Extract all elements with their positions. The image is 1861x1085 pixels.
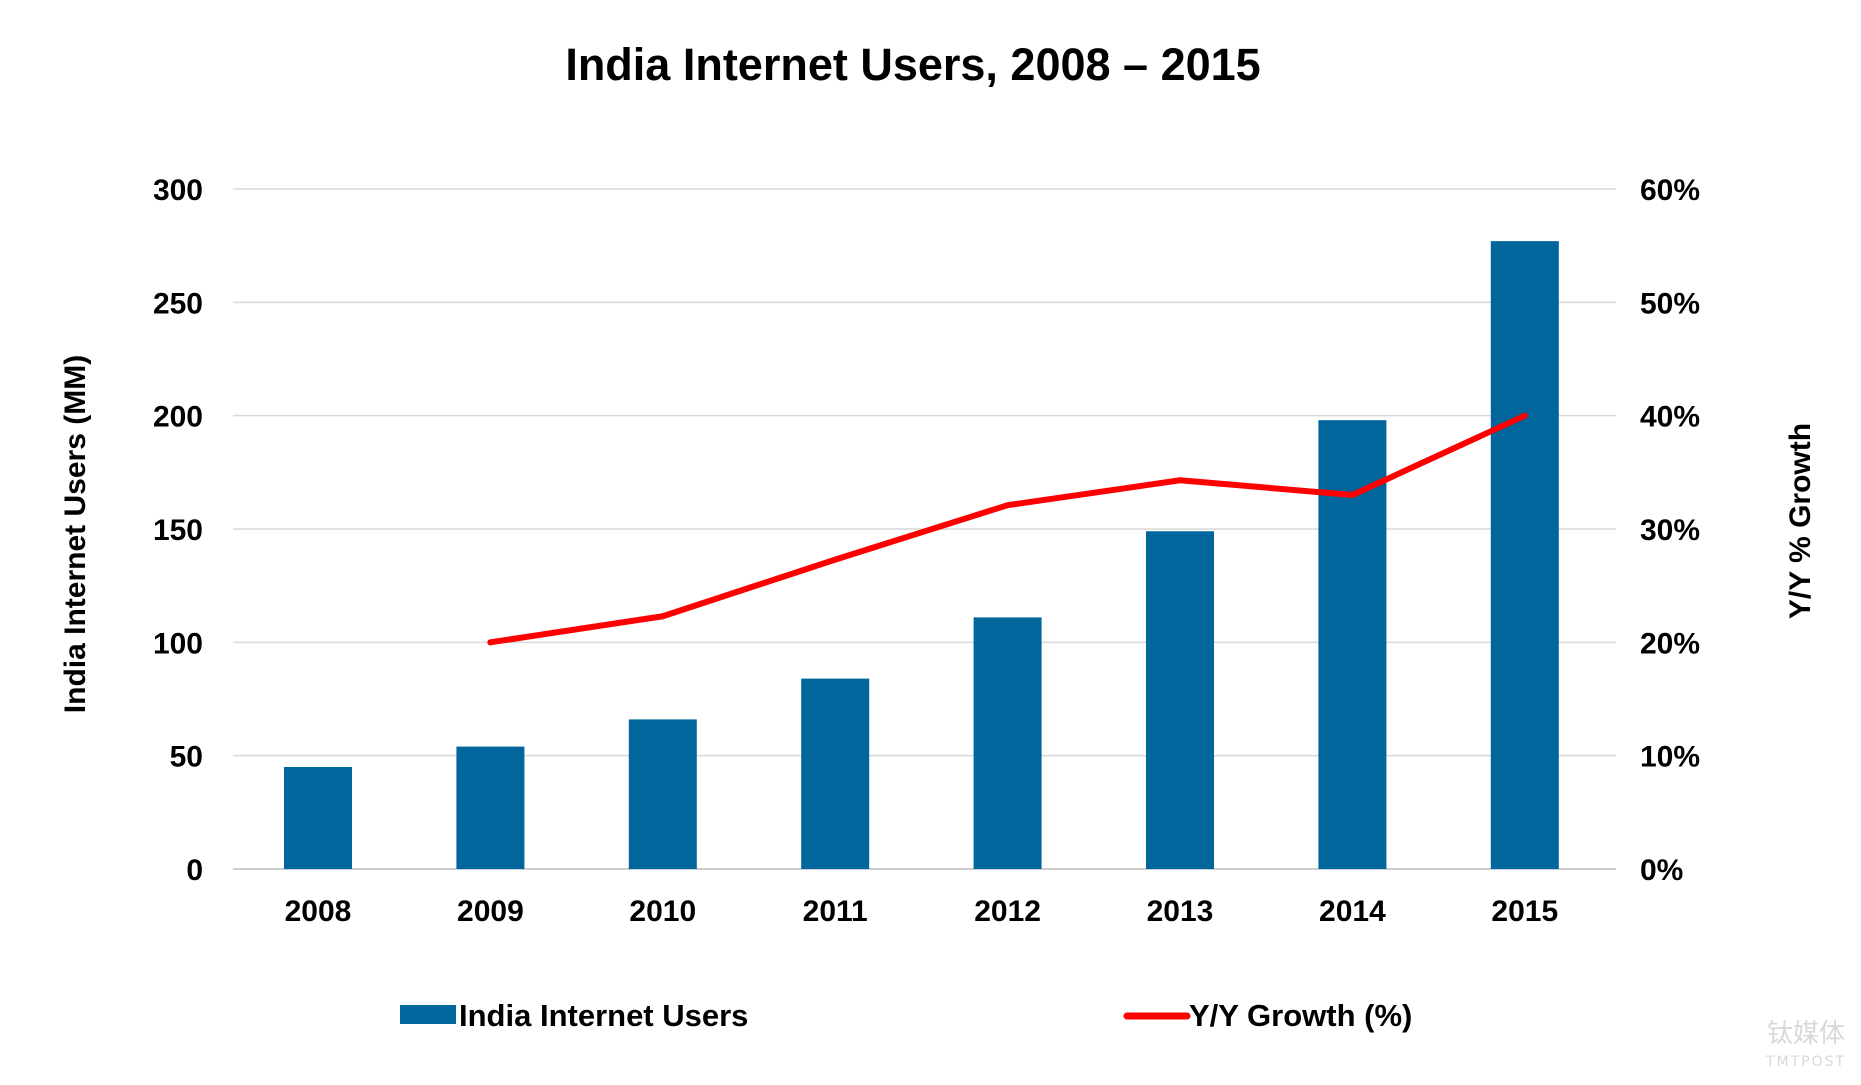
x-tick-label: 2012 [974, 895, 1041, 928]
x-tick-label: 2015 [1491, 895, 1558, 928]
legend-swatch-bar [400, 1005, 456, 1024]
line-point [1349, 492, 1356, 498]
bar [456, 746, 525, 869]
x-tick-label: 2010 [629, 895, 696, 928]
y2-tick-label: 40% [1640, 401, 1700, 434]
right-axis-ticks: 0% 10% 20% 30% 40% 50% 60% [1640, 174, 1700, 887]
line-point [487, 639, 494, 646]
x-axis-ticks: 2008 2009 2010 2011 2012 2013 2014 2015 [285, 895, 1559, 928]
y2-tick-label: 10% [1640, 741, 1700, 774]
bar [973, 617, 1042, 869]
y2-tick-label: 0% [1640, 854, 1683, 887]
line-point [832, 556, 839, 563]
y2-tick-label: 20% [1640, 627, 1700, 660]
bar [284, 767, 352, 869]
y-tick-label: 300 [153, 174, 203, 207]
y2-axis-label: Y/Y % Growth [1784, 423, 1817, 619]
bar [1318, 420, 1387, 869]
bar [1146, 531, 1214, 869]
x-tick-label: 2009 [457, 895, 524, 928]
y-tick-label: 250 [153, 287, 203, 320]
y-tick-label: 100 [153, 627, 203, 660]
left-axis-ticks: 0 50 100 150 200 250 300 [153, 174, 203, 887]
line-point [1177, 477, 1183, 484]
bar [628, 719, 697, 869]
bar [801, 678, 870, 869]
x-tick-label: 2008 [285, 895, 352, 928]
x-tick-label: 2014 [1319, 895, 1386, 928]
legend-label-line: Y/Y Growth (%) [1189, 998, 1412, 1033]
y-tick-label: 150 [153, 514, 203, 547]
line-point [659, 613, 666, 620]
y2-tick-label: 50% [1640, 287, 1700, 320]
line-point [1521, 412, 1528, 419]
watermark-logo: 钛媒体 TMTPOST [1765, 1019, 1846, 1070]
legend-label-bar: India Internet Users [459, 998, 748, 1033]
y2-tick-label: 30% [1640, 514, 1700, 547]
y-axis-label: India Internet Users (MM) [59, 355, 92, 713]
watermark-line1: 钛媒体 [1767, 1019, 1845, 1049]
x-tick-label: 2011 [803, 895, 868, 928]
line-series [487, 412, 1528, 646]
y-tick-label: 50 [170, 741, 203, 774]
chart-title: India Internet Users, 2008 – 2015 [565, 39, 1260, 90]
bar [1490, 241, 1559, 870]
y2-tick-label: 60% [1640, 174, 1700, 207]
y-tick-label: 200 [153, 401, 203, 434]
bar-series [284, 241, 1559, 870]
legend: India Internet Users Y/Y Growth (%) [400, 998, 1412, 1033]
x-tick-label: 2013 [1147, 895, 1214, 928]
watermark-line2: TMTPOST [1765, 1054, 1846, 1070]
line-point [1004, 502, 1011, 509]
y-tick-label: 0 [186, 854, 203, 887]
